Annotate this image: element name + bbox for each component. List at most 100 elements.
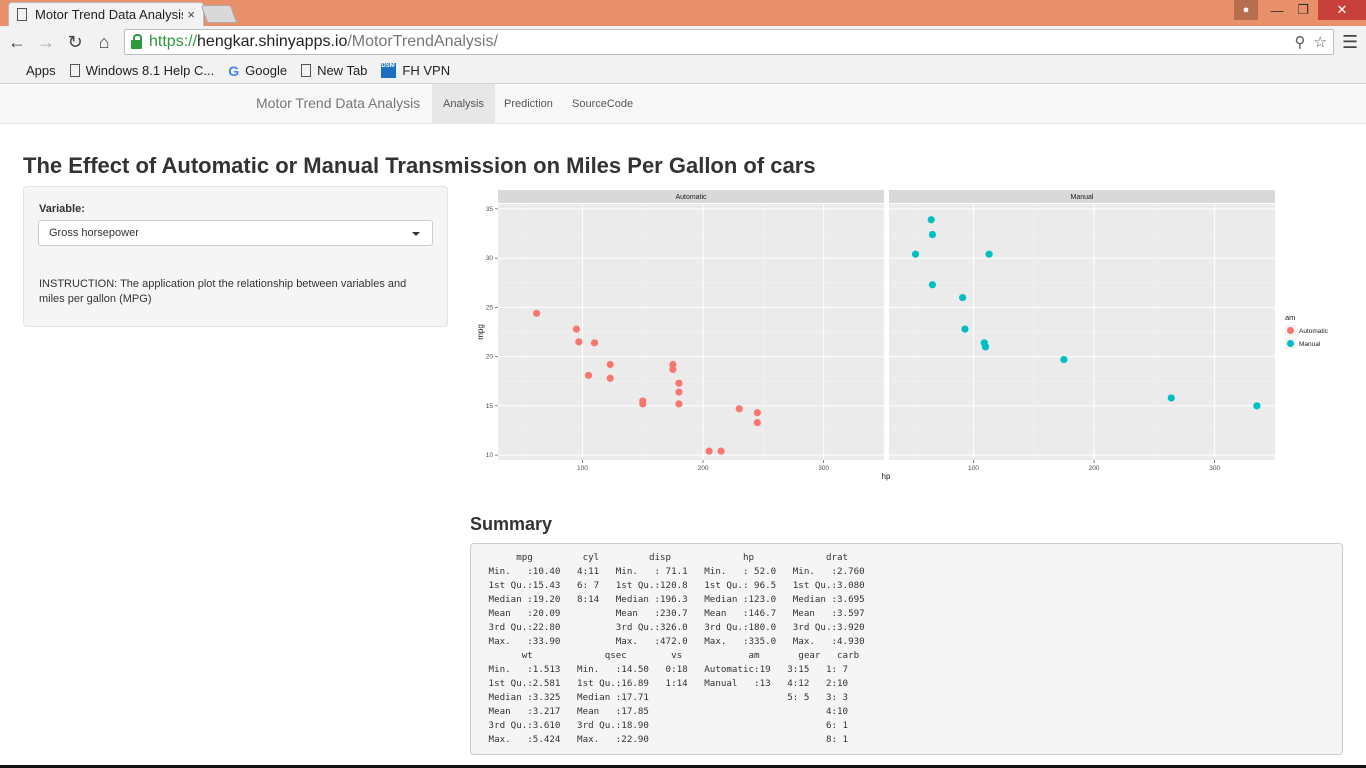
x-axis-label: hp [882,472,891,481]
bookmark-fh-vpn[interactable]: DSM FH VPN [381,63,451,78]
legend-key-manual [1287,340,1294,347]
scatter-plot: Automatic 100 200 300 Manual 100 200 300 10 15 20 2… [476,190,1329,481]
tab-prediction[interactable]: Prediction [504,98,553,110]
legend-key-automatic [1287,327,1294,334]
new-tab-button[interactable] [200,5,238,23]
tab-sourcecode[interactable]: SourceCode [572,98,634,110]
page-icon [69,64,80,77]
data-point-manual [961,325,969,333]
variable-label: Variable: [39,203,85,215]
browser-menu-icon[interactable]: ☰ [1342,32,1359,52]
bookmark-windows-help[interactable]: Windows 8.1 Help C... [69,63,214,78]
bookmark-google[interactable]: G Google [228,62,288,79]
dsm-icon: DSM [381,63,397,78]
y-tick-label: 35 [486,206,494,213]
browser-tab[interactable]: Motor Trend Data Analysis × [8,2,204,26]
user-icon[interactable]: ● [1234,0,1258,20]
restore-icon[interactable]: ❐ [1297,2,1309,17]
page-title: The Effect of Automatic or Manual Transm… [23,153,816,178]
facet-label: Manual [1071,194,1094,201]
home-icon[interactable]: ⌂ [98,31,110,52]
forward-icon[interactable]: → [37,31,55,52]
variable-select-value: Gross horsepower [49,227,139,239]
url-text: https://hengkar.shinyapps.io/MotorTrendA… [149,33,498,50]
facet-strip [498,190,884,203]
data-point-manual [927,216,935,224]
apps-icon [8,65,20,77]
lock-icon [131,33,142,49]
data-point-automatic [669,360,677,369]
navbar-brand[interactable]: Motor Trend Data Analysis [256,95,421,111]
variable-select[interactable]: Gross horsepower [38,220,433,246]
bookmarks-bar: Apps Windows 8.1 Help C... G Google New … [0,58,1366,84]
data-point-manual [1253,402,1261,410]
data-point-automatic [639,400,647,408]
data-point-automatic [590,339,599,347]
y-tick-label: 25 [486,304,494,311]
address-bar[interactable]: https://hengkar.shinyapps.io/MotorTrendA… [124,29,1334,55]
summary-output: mpg cyl disp hp drat Min. :10.40 4:11 Mi… [470,543,1343,755]
close-icon[interactable]: × [187,7,195,22]
tab-analysis[interactable]: Analysis [432,84,495,124]
data-point-automatic [606,374,614,382]
zoom-icon[interactable]: ⚲ [1294,34,1306,51]
y-tick-label: 30 [486,255,494,262]
x-tick-label: 100 [968,465,979,472]
x-tick-label: 100 [577,465,588,472]
data-point-automatic [717,447,725,455]
data-point-automatic [705,447,713,455]
data-point-manual [928,281,937,289]
data-point-automatic [669,365,677,374]
app-navbar: Motor Trend Data Analysis Analysis Predi… [0,84,1366,124]
data-point-automatic [735,405,743,413]
facet-strip [889,190,1275,203]
data-point-automatic [533,309,541,317]
taskbar-edge [0,765,1366,768]
legend-title: am [1285,313,1295,322]
browser-titlebar: Motor Trend Data Analysis × ● — ❐ ✕ [0,0,1366,26]
data-point-automatic [575,338,583,346]
x-tick-label: 300 [818,465,829,472]
y-tick-label: 15 [486,403,494,410]
data-point-automatic [584,371,593,379]
page-icon [301,64,312,77]
data-point-automatic [675,379,683,387]
minimize-icon[interactable]: — [1270,2,1284,18]
sidebar-panel: Variable: Gross horsepower INSTRUCTION: … [23,186,448,327]
data-point-automatic [753,418,761,427]
legend-label: Automatic [1299,328,1329,335]
data-point-manual [958,293,967,302]
summary-text: mpg cyl disp hp drat Min. :10.40 4:11 Mi… [488,552,865,745]
window-close-icon[interactable]: ✕ [1318,0,1366,20]
bookmark-star-icon[interactable]: ☆ [1313,34,1327,51]
data-point-manual [981,343,990,351]
chevron-down-icon [412,232,420,236]
bookmark-new-tab[interactable]: New Tab [301,63,367,78]
x-tick-label: 200 [1089,465,1100,472]
y-tick-label: 10 [486,452,494,459]
data-point-automatic [572,325,581,333]
data-point-manual [911,250,920,258]
bookmark-apps[interactable]: Apps [8,63,56,78]
y-tick-label: 20 [486,354,494,361]
back-icon[interactable]: ← [8,31,26,52]
data-point-automatic [675,400,683,408]
legend-label: Manual [1299,341,1321,348]
data-point-automatic [606,360,614,369]
facet-label: Automatic [675,194,707,201]
data-point-automatic [675,388,683,396]
data-point-manual [928,230,937,239]
reload-icon[interactable]: ↻ [67,31,83,52]
data-point-manual [1060,355,1068,364]
x-tick-label: 300 [1209,465,1220,472]
summary-title: Summary [470,514,553,534]
tab-title: Motor Trend Data Analysis [35,7,184,22]
google-icon: G [228,62,240,79]
y-axis-label: mpg [476,324,485,340]
data-point-manual [1167,394,1175,402]
data-point-automatic [753,409,761,417]
page-icon [17,8,27,21]
instruction-text: INSTRUCTION: The application plot the re… [39,278,407,305]
data-point-manual [985,250,993,258]
x-tick-label: 200 [698,465,709,472]
